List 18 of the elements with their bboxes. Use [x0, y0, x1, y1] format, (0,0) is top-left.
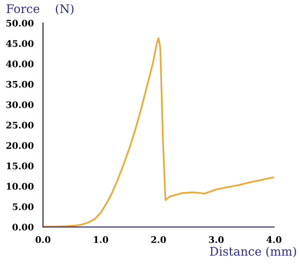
x-axis-title: Distance (mm)	[210, 246, 296, 258]
y-tick-label: 15.00	[6, 162, 34, 170]
y-tick-label: 40.00	[6, 60, 34, 68]
y-tick-label: 0.00	[12, 224, 34, 231]
x-tick-label: 2.0	[151, 236, 166, 244]
y-tick-label: 25.00	[6, 122, 34, 129]
y-tick-label: 20.00	[6, 142, 34, 149]
y-tick-label: 35.00	[6, 80, 34, 88]
y-tick-label: 45.00	[6, 40, 34, 47]
y-tick-label: 5.00	[12, 203, 34, 210]
y-tick-label: 50.00	[6, 20, 34, 27]
y-tick-label: 10.00	[6, 182, 34, 190]
x-tick-label: 1.0	[94, 236, 108, 244]
y-axis-title: Force (N)	[6, 4, 74, 15]
x-tick-label: 3.0	[209, 236, 224, 244]
x-tick-label: 4.0	[266, 236, 282, 244]
x-tick-label: 0.0	[36, 236, 50, 244]
y-tick-label: 30.00	[6, 101, 34, 108]
